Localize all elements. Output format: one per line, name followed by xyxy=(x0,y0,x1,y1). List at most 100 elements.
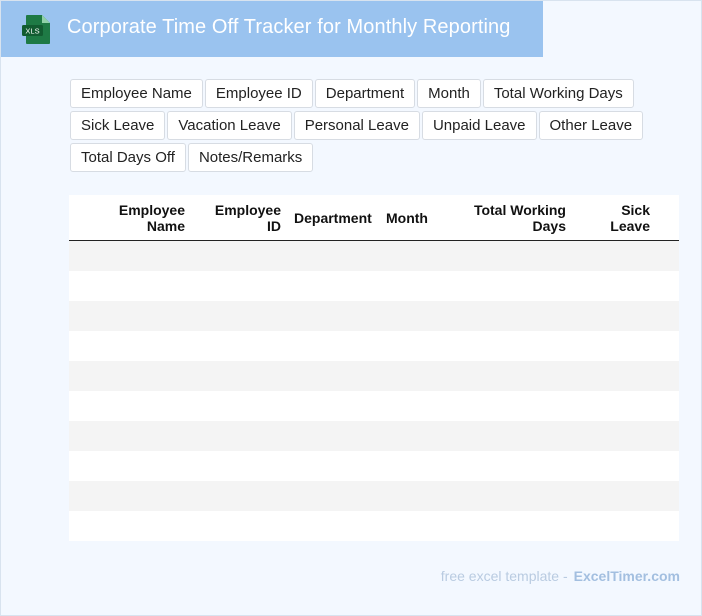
column-header-label: Total Working xyxy=(473,202,566,218)
field-tag: Personal Leave xyxy=(293,111,420,140)
table-cell[interactable] xyxy=(446,481,566,511)
table-cell[interactable] xyxy=(446,301,566,331)
table-cell[interactable] xyxy=(69,481,185,511)
table-cell[interactable] xyxy=(185,391,281,421)
table-cell[interactable] xyxy=(566,331,650,361)
time-off-table: Employee Name Employee ID Department Month Tot… xyxy=(69,195,679,541)
table-cell[interactable] xyxy=(446,511,566,541)
column-header-label: Days xyxy=(532,218,566,234)
table-cell[interactable] xyxy=(294,451,384,481)
table-cell[interactable] xyxy=(69,241,185,271)
table-row[interactable] xyxy=(69,451,679,481)
table-cell[interactable] xyxy=(566,421,650,451)
field-tag: Sick Leave xyxy=(70,111,166,140)
field-tag: Total Working Days xyxy=(482,79,634,108)
table-cell[interactable] xyxy=(446,451,566,481)
table-cell[interactable] xyxy=(294,241,384,271)
field-tag: Department xyxy=(314,79,416,108)
column-header: Sick Leave xyxy=(566,195,650,241)
table-cell[interactable] xyxy=(69,511,185,541)
table-cell[interactable] xyxy=(69,271,185,301)
field-tag: Vacation Leave xyxy=(167,111,292,140)
column-header-label: Employee xyxy=(214,202,281,218)
table-row[interactable] xyxy=(69,331,679,361)
page-title: Corporate Time Off Tracker for Monthly R… xyxy=(67,16,511,38)
xls-icon-label: XLS xyxy=(25,27,39,36)
table-cell[interactable] xyxy=(185,511,281,541)
table-cell[interactable] xyxy=(446,271,566,301)
table-cell[interactable] xyxy=(446,331,566,361)
table-cell[interactable] xyxy=(386,391,446,421)
table-row[interactable] xyxy=(69,361,679,391)
table-cell[interactable] xyxy=(294,391,384,421)
table-cell[interactable] xyxy=(386,331,446,361)
table-row[interactable] xyxy=(69,301,679,331)
table-cell[interactable] xyxy=(294,421,384,451)
table-cell[interactable] xyxy=(294,481,384,511)
column-header: Employee Name xyxy=(69,195,185,241)
table-cell[interactable] xyxy=(294,361,384,391)
table-cell[interactable] xyxy=(185,301,281,331)
table-cell[interactable] xyxy=(386,271,446,301)
table-cell[interactable] xyxy=(566,271,650,301)
footer-credit: free excel template - ExcelTimer.com xyxy=(441,568,680,584)
column-header-label: Department xyxy=(294,210,372,226)
table-cell[interactable] xyxy=(446,391,566,421)
table-cell[interactable] xyxy=(386,451,446,481)
table-row[interactable] xyxy=(69,421,679,451)
field-tag: Employee ID xyxy=(204,79,313,108)
table-cell[interactable] xyxy=(566,361,650,391)
table-row[interactable] xyxy=(69,271,679,301)
table-cell[interactable] xyxy=(69,331,185,361)
field-tag: Other Leave xyxy=(538,111,644,140)
table-row[interactable] xyxy=(69,511,679,541)
table-cell[interactable] xyxy=(386,511,446,541)
table-cell[interactable] xyxy=(446,421,566,451)
table-header: Employee Name Employee ID Department Month Tot… xyxy=(69,195,679,241)
column-header: Total Working Days xyxy=(446,195,566,241)
table-cell[interactable] xyxy=(386,241,446,271)
footer-brand-link[interactable]: ExcelTimer.com xyxy=(573,568,680,584)
table-cell[interactable] xyxy=(185,331,281,361)
table-cell[interactable] xyxy=(294,511,384,541)
table-cell[interactable] xyxy=(446,361,566,391)
table-cell[interactable] xyxy=(386,301,446,331)
field-tag: Total Days Off xyxy=(70,143,186,172)
table-cell[interactable] xyxy=(386,421,446,451)
table-cell[interactable] xyxy=(566,511,650,541)
table-cell[interactable] xyxy=(69,391,185,421)
table-cell[interactable] xyxy=(566,241,650,271)
column-header-label: Month xyxy=(386,210,428,226)
table-cell[interactable] xyxy=(69,451,185,481)
field-tag-list: Employee Name Employee ID Department Month T… xyxy=(70,79,650,172)
table-cell[interactable] xyxy=(566,481,650,511)
field-tag: Month xyxy=(417,79,481,108)
table-cell[interactable] xyxy=(69,421,185,451)
table-cell[interactable] xyxy=(566,391,650,421)
table-cell[interactable] xyxy=(185,361,281,391)
table-cell[interactable] xyxy=(185,241,281,271)
table-cell[interactable] xyxy=(69,301,185,331)
table-cell[interactable] xyxy=(294,301,384,331)
table-cell[interactable] xyxy=(185,271,281,301)
table-cell[interactable] xyxy=(69,361,185,391)
table-row[interactable] xyxy=(69,241,679,271)
xls-file-icon: XLS xyxy=(22,15,50,44)
table-cell[interactable] xyxy=(294,271,384,301)
column-header-label: ID xyxy=(267,218,281,234)
table-cell[interactable] xyxy=(185,481,281,511)
table-cell[interactable] xyxy=(386,361,446,391)
column-header: Employee ID xyxy=(185,195,281,241)
table-cell[interactable] xyxy=(566,301,650,331)
table-row[interactable] xyxy=(69,481,679,511)
field-tag: Notes/Remarks xyxy=(187,143,314,172)
field-tag: Unpaid Leave xyxy=(421,111,537,140)
table-cell[interactable] xyxy=(185,451,281,481)
table-cell[interactable] xyxy=(185,421,281,451)
table-cell[interactable] xyxy=(294,331,384,361)
table-cell[interactable] xyxy=(386,481,446,511)
table-cell[interactable] xyxy=(566,451,650,481)
column-header: Month xyxy=(386,195,446,241)
table-row[interactable] xyxy=(69,391,679,421)
table-cell[interactable] xyxy=(446,241,566,271)
